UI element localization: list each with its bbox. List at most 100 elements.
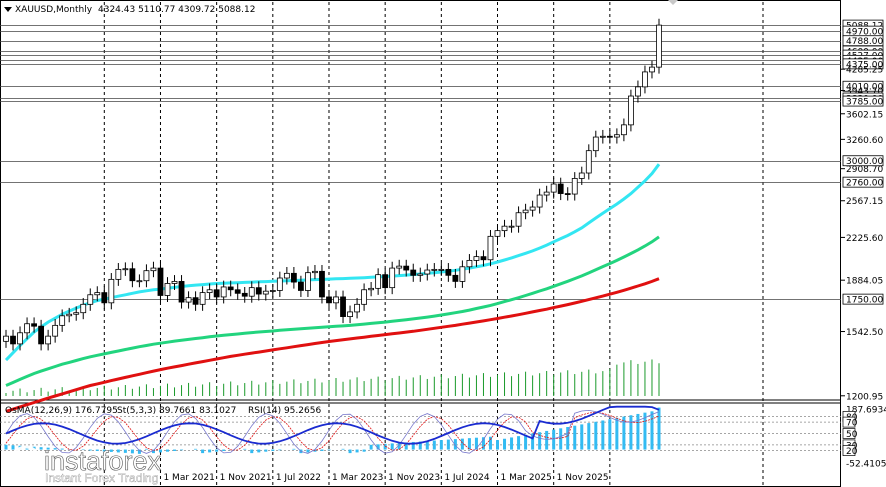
candle-body[interactable] <box>417 273 424 276</box>
candle-body[interactable] <box>354 303 360 313</box>
candle-body[interactable] <box>17 332 23 345</box>
candle-body[interactable] <box>129 268 136 282</box>
price-level-box[interactable] <box>842 80 884 92</box>
candle-body[interactable] <box>38 325 45 345</box>
candle-body[interactable] <box>199 292 206 305</box>
candle-body[interactable] <box>487 235 494 261</box>
candle-body[interactable] <box>213 289 220 298</box>
candle-body[interactable] <box>326 296 332 304</box>
candle-body[interactable] <box>269 290 276 292</box>
price-level-box[interactable] <box>842 176 884 188</box>
candle-body[interactable] <box>283 272 290 279</box>
candle-body[interactable] <box>656 24 662 68</box>
candle-body[interactable] <box>305 272 311 291</box>
candle-body[interactable] <box>522 209 529 214</box>
candle-body[interactable] <box>108 278 115 304</box>
scroll-marker-icon[interactable] <box>668 0 678 5</box>
candle-body[interactable] <box>10 335 16 345</box>
candle-body[interactable] <box>220 286 227 298</box>
candle-body[interactable] <box>101 292 108 304</box>
candle-body[interactable] <box>599 135 606 138</box>
candle-body[interactable] <box>80 303 87 314</box>
candle-body[interactable] <box>508 225 515 228</box>
candle-body[interactable] <box>494 230 501 237</box>
candle-body[interactable] <box>431 268 438 271</box>
candle-body[interactable] <box>206 289 213 294</box>
candle-body[interactable] <box>375 274 382 289</box>
candle-body[interactable] <box>578 172 585 179</box>
candle-body[interactable] <box>571 178 578 195</box>
candle-body[interactable] <box>164 283 171 296</box>
candle-body[interactable] <box>459 266 466 282</box>
candle-body[interactable] <box>192 297 199 305</box>
candle-body[interactable] <box>52 324 59 337</box>
candle-body[interactable] <box>473 256 480 261</box>
candle-body[interactable] <box>333 296 339 304</box>
candle-body[interactable] <box>438 268 445 271</box>
candle-body[interactable] <box>87 294 94 305</box>
candle-body[interactable] <box>585 150 592 174</box>
candle-body[interactable] <box>550 183 557 193</box>
candle-body[interactable] <box>31 323 37 327</box>
candle-body[interactable] <box>150 267 157 272</box>
candle-body[interactable] <box>606 135 613 138</box>
candle-body[interactable] <box>613 134 620 138</box>
candle-body[interactable] <box>234 289 241 294</box>
candle-body[interactable] <box>620 124 627 136</box>
candle-body[interactable] <box>66 313 73 317</box>
candle-body[interactable] <box>115 268 122 280</box>
candle-body[interactable] <box>642 71 648 88</box>
candle-body[interactable] <box>178 281 185 303</box>
candle-body[interactable] <box>3 335 9 342</box>
candle-body[interactable] <box>635 86 641 97</box>
candle-body[interactable] <box>529 206 536 211</box>
candle-body[interactable] <box>262 290 269 295</box>
candle-body[interactable] <box>94 292 101 296</box>
candles[interactable] <box>3 18 662 351</box>
candle-body[interactable] <box>564 193 571 195</box>
candle-body[interactable] <box>410 269 417 276</box>
candle-body[interactable] <box>543 191 550 196</box>
candle-body[interactable] <box>73 312 80 315</box>
candle-body[interactable] <box>143 270 150 282</box>
candle-body[interactable] <box>452 274 459 282</box>
price-level-box[interactable] <box>842 155 884 167</box>
candle-body[interactable] <box>628 95 634 126</box>
candle-body[interactable] <box>515 212 522 227</box>
candle-body[interactable] <box>557 183 564 194</box>
candle-body[interactable] <box>185 297 192 303</box>
candle-body[interactable] <box>248 287 255 297</box>
candle-body[interactable] <box>136 280 143 283</box>
candle-body[interactable] <box>347 311 353 317</box>
candle-body[interactable] <box>396 265 403 269</box>
candle-body[interactable] <box>45 335 52 345</box>
candle-body[interactable] <box>403 265 410 271</box>
candle-body[interactable] <box>480 256 487 261</box>
candle-body[interactable] <box>157 267 164 296</box>
price-axis[interactable]: 5088.124970.004788.004600.004527.004435.… <box>841 19 886 470</box>
candle-body[interactable] <box>59 315 66 326</box>
candle-body[interactable] <box>122 268 129 271</box>
candle-body[interactable] <box>298 281 304 291</box>
candle-body[interactable] <box>389 267 396 289</box>
candle-body[interactable] <box>340 296 346 317</box>
candle-body[interactable] <box>171 281 178 284</box>
candle-body[interactable] <box>382 274 389 289</box>
price-level-box[interactable] <box>842 293 884 305</box>
candle-body[interactable] <box>466 259 473 268</box>
price-level-box[interactable] <box>842 58 884 70</box>
candle-body[interactable] <box>227 286 234 291</box>
price-level-box[interactable] <box>842 95 884 107</box>
candle-body[interactable] <box>592 136 599 152</box>
candle-body[interactable] <box>361 289 367 305</box>
candle-body[interactable] <box>255 287 262 295</box>
candle-body[interactable] <box>424 269 431 275</box>
candle-body[interactable] <box>368 287 375 291</box>
candle-body[interactable] <box>501 225 508 232</box>
candle-body[interactable] <box>445 268 452 276</box>
candle-body[interactable] <box>649 66 655 73</box>
candle-body[interactable] <box>312 270 318 274</box>
candle-body[interactable] <box>290 272 297 283</box>
candle-body[interactable] <box>319 270 325 298</box>
